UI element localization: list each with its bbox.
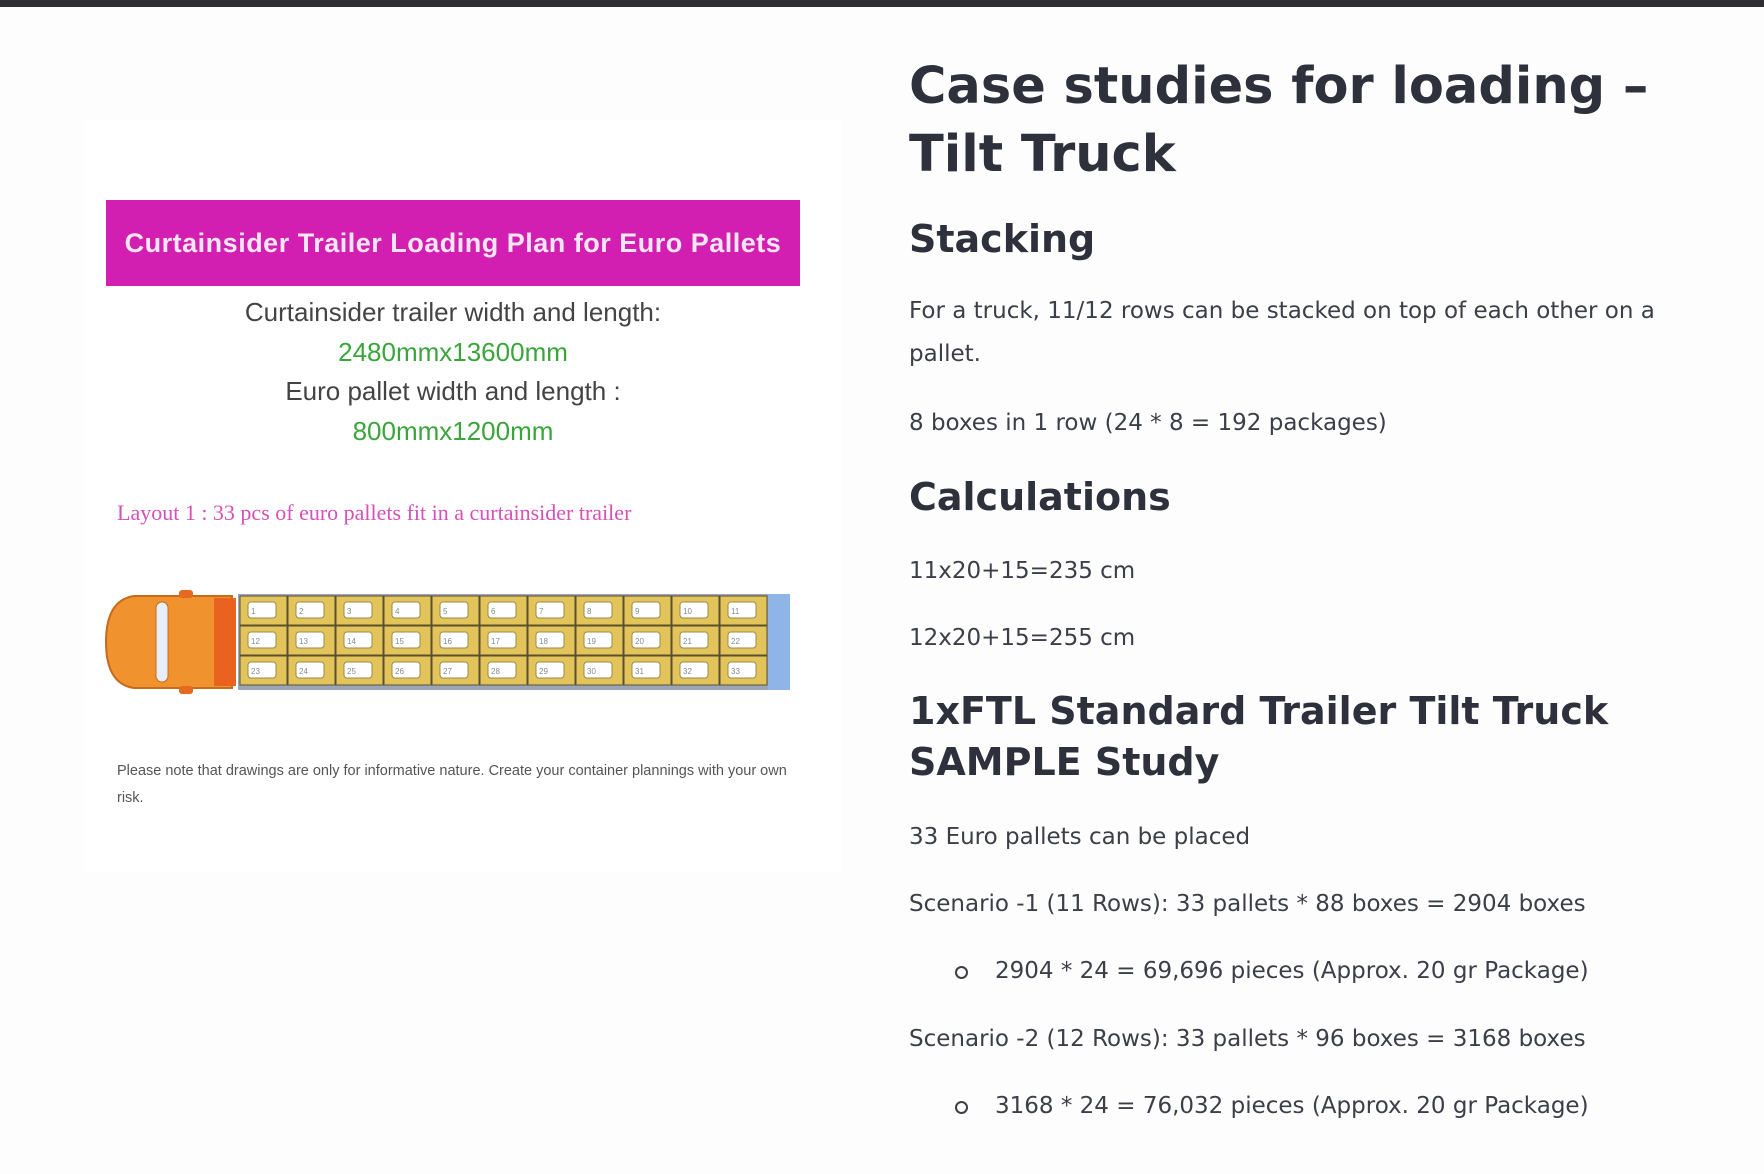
svg-text:5: 5 [443, 607, 448, 616]
pallet-4: 4 [383, 595, 432, 626]
bullet-icon [955, 966, 968, 979]
page-title: Case studies for loading – Tilt Truck [909, 57, 1649, 184]
svg-text:2: 2 [299, 607, 304, 616]
pallet-6: 6 [479, 595, 528, 626]
scenario-1: Scenario -1 (11 Rows): 33 pallets * 88 b… [909, 891, 1586, 917]
stacking-text: For a truck, 11/12 rows can be stacked o… [909, 298, 1655, 367]
svg-text:28: 28 [491, 667, 500, 676]
pallet-dims-label: Euro pallet width and length : [285, 376, 621, 406]
pallet-2: 2 [287, 595, 336, 626]
svg-text:1: 1 [251, 607, 256, 616]
pallet-26: 26 [383, 655, 432, 686]
svg-text:3: 3 [347, 607, 352, 616]
pallet-1: 1 [239, 595, 288, 626]
top-bar [0, 0, 1764, 7]
pallet-28: 28 [479, 655, 528, 686]
pallet-10: 10 [671, 595, 720, 626]
svg-text:30: 30 [587, 667, 596, 676]
pallet-14: 14 [335, 625, 384, 656]
svg-text:12: 12 [251, 637, 260, 646]
loading-plan-banner: Curtainsider Trailer Loading Plan for Eu… [106, 200, 800, 286]
pallet-7: 7 [527, 595, 576, 626]
trailer-dims-value: 2480mmx13600mm [338, 337, 568, 367]
pallet-11: 11 [719, 595, 768, 626]
scenario-1-detail: 2904 * 24 = 69,696 pieces (Approx. 20 gr… [995, 958, 1589, 984]
pallet-30: 30 [575, 655, 624, 686]
pallet-23: 23 [239, 655, 288, 686]
scenario-2: Scenario -2 (12 Rows): 33 pallets * 96 b… [909, 1026, 1586, 1052]
svg-text:19: 19 [587, 637, 596, 646]
layout-caption: Layout 1 : 33 pcs of euro pallets fit in… [117, 500, 632, 525]
svg-text:15: 15 [395, 637, 404, 646]
boxes-text: 8 boxes in 1 row (24 * 8 = 192 packages) [909, 410, 1387, 436]
pallet-16: 16 [431, 625, 480, 656]
stacking-heading: Stacking [909, 217, 1096, 261]
calculation-1: 11x20+15=235 cm [909, 558, 1136, 584]
truck-cab-icon [104, 590, 236, 694]
pallet-19: 19 [575, 625, 624, 656]
scenario-2-detail: 3168 * 24 = 76,032 pieces (Approx. 20 gr… [995, 1093, 1589, 1119]
svg-text:20: 20 [635, 637, 644, 646]
svg-text:32: 32 [683, 667, 692, 676]
svg-text:10: 10 [683, 607, 692, 616]
svg-text:9: 9 [635, 607, 640, 616]
svg-text:16: 16 [443, 637, 452, 646]
pallet-5: 5 [431, 595, 480, 626]
svg-text:22: 22 [731, 637, 740, 646]
pallet-32: 32 [671, 655, 720, 686]
svg-text:4: 4 [395, 607, 400, 616]
pallet-13: 13 [287, 625, 336, 656]
pallet-15: 15 [383, 625, 432, 656]
svg-text:27: 27 [443, 667, 452, 676]
svg-text:18: 18 [539, 637, 548, 646]
pallet-17: 17 [479, 625, 528, 656]
svg-text:17: 17 [491, 637, 500, 646]
pallet-31: 31 [623, 655, 672, 686]
pallet-8: 8 [575, 595, 624, 626]
svg-text:26: 26 [395, 667, 404, 676]
pallets-text: 33 Euro pallets can be placed [909, 824, 1251, 850]
pallet-22: 22 [719, 625, 768, 656]
svg-text:29: 29 [539, 667, 548, 676]
pallet-12: 12 [239, 625, 288, 656]
pallet-27: 27 [431, 655, 480, 686]
calculations-heading: Calculations [909, 475, 1171, 519]
svg-text:14: 14 [347, 637, 356, 646]
svg-text:24: 24 [299, 667, 308, 676]
pallet-33: 33 [719, 655, 768, 686]
pallet-25: 25 [335, 655, 384, 686]
calculation-2: 12x20+15=255 cm [909, 625, 1136, 651]
svg-text:13: 13 [299, 637, 308, 646]
pallet-9: 9 [623, 595, 672, 626]
svg-text:11: 11 [731, 607, 740, 616]
pallet-dims-value: 800mmx1200mm [352, 416, 554, 446]
svg-text:7: 7 [539, 607, 544, 616]
svg-text:23: 23 [251, 667, 260, 676]
pallet-29: 29 [527, 655, 576, 686]
svg-text:31: 31 [635, 667, 644, 676]
pallet-21: 21 [671, 625, 720, 656]
disclaimer-note: Please note that drawings are only for i… [117, 763, 787, 806]
pallet-18: 18 [527, 625, 576, 656]
trailer-dims-label: Curtainsider trailer width and length: [244, 297, 662, 327]
svg-text:6: 6 [491, 607, 496, 616]
svg-text:33: 33 [731, 667, 740, 676]
svg-text:25: 25 [347, 667, 356, 676]
pallet-3: 3 [335, 595, 384, 626]
svg-text:8: 8 [587, 607, 592, 616]
pallet-20: 20 [623, 625, 672, 656]
svg-text:21: 21 [683, 637, 692, 646]
trailer-end [768, 594, 790, 690]
bullet-icon [955, 1101, 968, 1114]
pallet-24: 24 [287, 655, 336, 686]
study-heading: 1xFTL Standard Trailer Tilt Truck SAMPLE… [909, 689, 1609, 784]
